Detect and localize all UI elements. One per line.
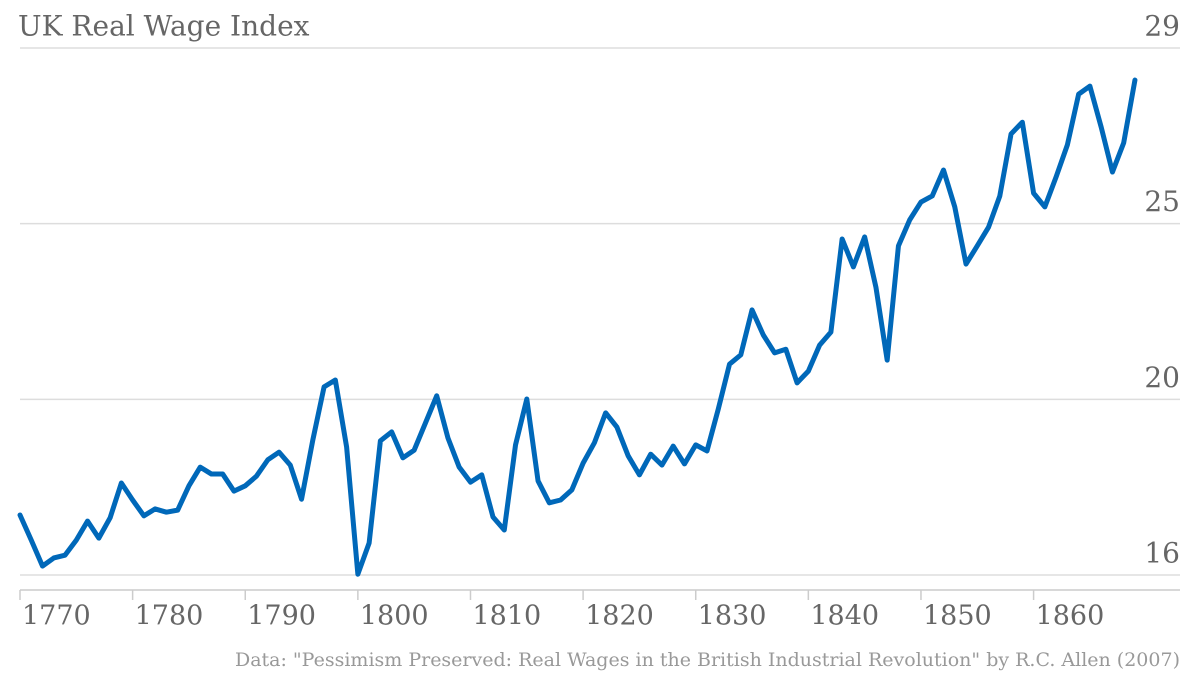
x-tick-label: 1820 (585, 601, 654, 632)
x-tick-label: 1780 (135, 601, 204, 632)
data-line (17, 77, 1138, 577)
y-tick-label: 25 (1144, 185, 1180, 218)
y-tick-label: 29 (1144, 10, 1180, 43)
x-tick-label: 1830 (698, 601, 767, 632)
x-tick-label: 1850 (923, 601, 992, 632)
source-note: Data: "Pessimism Preserved: Real Wages i… (235, 649, 1180, 671)
x-tick-label: 1770 (22, 601, 91, 632)
x-tick-label: 1840 (810, 601, 879, 632)
x-tick-label: 1860 (1036, 601, 1105, 632)
y-tick-label: 20 (1144, 361, 1180, 394)
x-tick-label: 1790 (247, 601, 316, 632)
x-tick-label: 1800 (360, 601, 429, 632)
y-tick-label: 16 (1144, 537, 1180, 570)
x-tick-label: 1810 (472, 601, 541, 632)
chart-title: UK Real Wage Index (18, 10, 310, 43)
